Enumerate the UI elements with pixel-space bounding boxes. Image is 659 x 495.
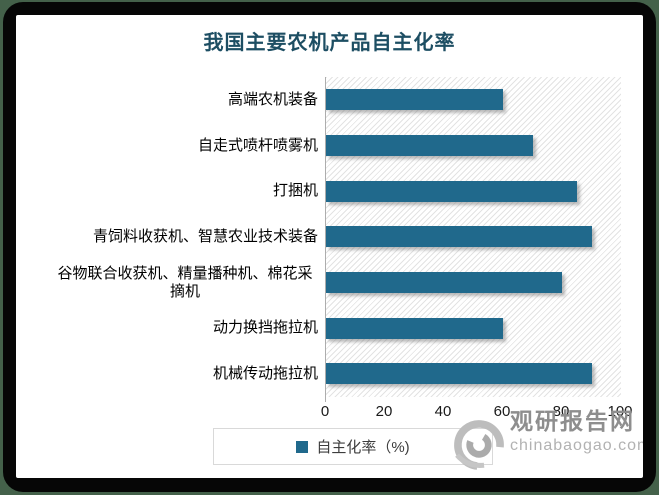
x-tick-label: 60: [493, 403, 511, 420]
chart-canvas: 我国主要农机产品自主化率 高端农机装备自走式喷杆喷雾机打捆机青饲料收获机、智慧农…: [16, 15, 643, 478]
x-tick-label: 20: [375, 403, 393, 420]
watermark-texts: 观研报告网 chinabaogao.com: [510, 408, 643, 455]
plot-area: [325, 77, 621, 397]
chart-title: 我国主要农机产品自主化率: [203, 32, 456, 54]
x-tick-label: 40: [434, 403, 452, 420]
x-tick-label: 80: [552, 403, 570, 420]
legend: 自主化率（%): [213, 428, 493, 465]
outer-frame: 我国主要农机产品自主化率 高端农机装备自走式喷杆喷雾机打捆机青饲料收获机、智慧农…: [3, 2, 656, 492]
bar: [326, 135, 533, 157]
legend-swatch: [296, 440, 309, 453]
bar: [326, 317, 503, 339]
category-labels: 高端农机装备自走式喷杆喷雾机打捆机青饲料收获机、智慧农业技术装备谷物联合收获机、…: [52, 77, 318, 397]
watermark-domain: chinabaogao.com: [510, 436, 643, 454]
x-tick-label: 100: [607, 403, 633, 420]
bar: [326, 363, 592, 385]
category-label: 动力换挡拖拉机: [212, 319, 318, 337]
category-label: 高端农机装备: [227, 90, 318, 108]
legend-label: 自主化率（%): [316, 439, 410, 456]
swirl-icon: [452, 418, 506, 477]
category-label: 青饲料收获机、智慧农业技术装备: [92, 227, 318, 245]
category-label: 机械传动拖拉机: [212, 364, 318, 382]
bar: [326, 180, 577, 202]
watermark-brand: 观研报告网: [510, 408, 635, 434]
bar: [326, 89, 503, 111]
bar: [326, 226, 592, 248]
x-axis: 0 20 40 60 80 100: [16, 403, 643, 423]
x-tick-label: 0: [320, 403, 330, 420]
bar: [326, 272, 562, 294]
category-label: 自走式喷杆喷雾机: [197, 136, 318, 154]
axis-tick-mark: [325, 397, 326, 402]
category-label: 谷物联合收获机、精量播种机、棉花采摘机: [57, 264, 313, 300]
watermark: 观研报告网 chinabaogao.com: [452, 408, 643, 477]
category-label: 打捆机: [272, 182, 318, 200]
